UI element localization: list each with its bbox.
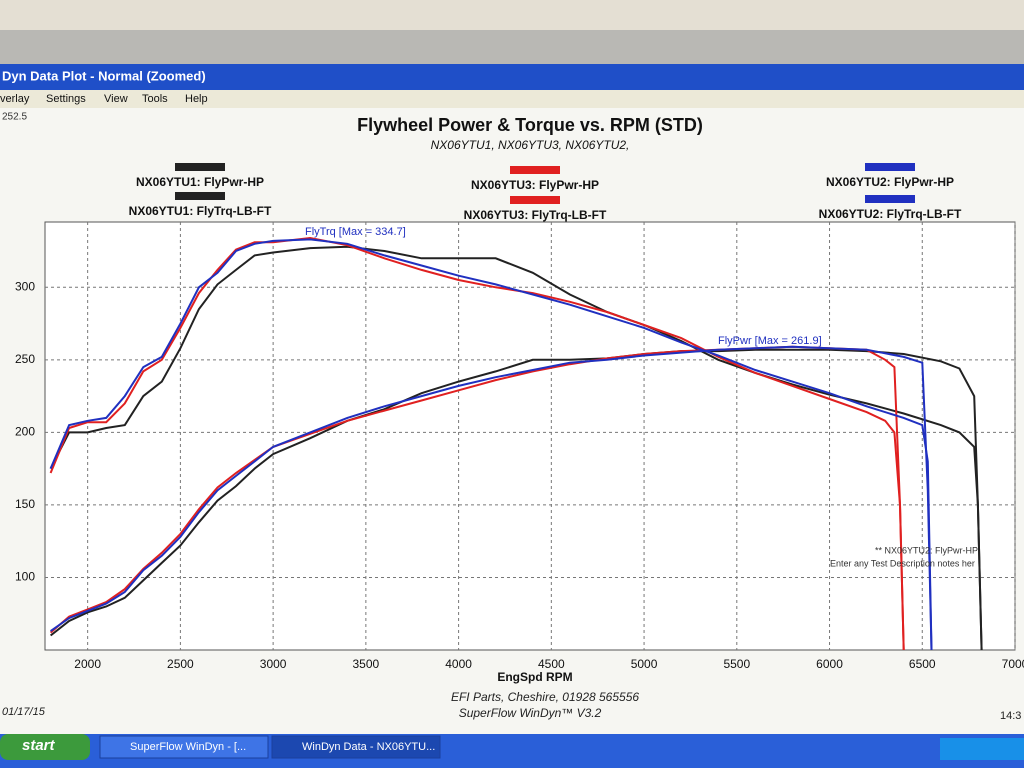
- x-tick-label: 3000: [260, 657, 287, 671]
- date: 01/17/15: [2, 706, 46, 718]
- menu-item[interactable]: View: [104, 93, 128, 105]
- menu-item[interactable]: Settings: [46, 93, 86, 105]
- x-tick-label: 6500: [909, 657, 936, 671]
- time: 14:3: [1000, 710, 1021, 722]
- series-line: [50, 345, 933, 650]
- title-bar: [0, 64, 1024, 90]
- corner-value: 252.5: [2, 112, 27, 123]
- x-tick-label: 6000: [816, 657, 843, 671]
- annotation: Enter any Test Description notes her: [830, 558, 975, 568]
- taskbar-item-label: SuperFlow WinDyn - [...: [130, 741, 246, 753]
- chart-title: Flywheel Power & Torque vs. RPM (STD): [357, 115, 703, 135]
- start-label: start: [22, 737, 56, 754]
- menu-item[interactable]: verlay: [0, 93, 30, 105]
- taskbar-item[interactable]: [99, 735, 269, 759]
- legend-swatch: [175, 192, 225, 200]
- x-tick-label: 4000: [445, 657, 472, 671]
- plot-area: [44, 221, 1016, 651]
- legend-swatch: [510, 166, 560, 174]
- x-tick-label: 5000: [631, 657, 658, 671]
- x-tick-label: 2000: [74, 657, 101, 671]
- annotation: ** NX06YTU2: FlyPwr-HP: [875, 545, 978, 555]
- y-tick-label: 200: [15, 425, 35, 439]
- x-tick-label: 2500: [167, 657, 194, 671]
- legend-label: NX06YTU2: FlyPwr-HP: [826, 175, 954, 189]
- wall: [0, 0, 1024, 30]
- system-tray: [940, 738, 1024, 760]
- x-tick-label: 5500: [723, 657, 750, 671]
- window-title: Dyn Data Plot - Normal (Zoomed): [2, 68, 206, 83]
- menu-item[interactable]: Help: [185, 93, 208, 105]
- legend-label: NX06YTU2: FlyTrq-LB-FT: [819, 207, 962, 221]
- legend-label: NX06YTU1: FlyTrq-LB-FT: [129, 204, 272, 218]
- x-tick-label: 4500: [538, 657, 565, 671]
- annotation: FlyTrq [Max = 334.7]: [305, 226, 406, 238]
- monitor-bezel: [0, 30, 1024, 66]
- menu-bar: [0, 90, 1024, 108]
- legend-label: NX06YTU3: FlyTrq-LB-FT: [464, 208, 607, 222]
- taskbar-item[interactable]: [271, 735, 441, 759]
- y-tick-label: 250: [15, 352, 35, 366]
- taskbar-item-label: WinDyn Data - NX06YTU...: [302, 741, 435, 753]
- legend-label: NX06YTU3: FlyPwr-HP: [471, 178, 599, 192]
- annotation: FlyPwr [Max = 261.9]: [718, 335, 822, 347]
- x-tick-label: 7000: [1002, 657, 1024, 671]
- y-tick-label: 150: [15, 497, 35, 511]
- y-tick-label: 100: [15, 570, 35, 584]
- series-line: [49, 245, 983, 650]
- menu-item[interactable]: Tools: [142, 93, 168, 105]
- series-line: [49, 236, 905, 650]
- x-tick-label: 3500: [353, 657, 380, 671]
- legend-swatch: [865, 163, 915, 171]
- legend-swatch: [510, 196, 560, 204]
- legend-swatch: [175, 163, 225, 171]
- legend-label: NX06YTU1: FlyPwr-HP: [136, 175, 264, 189]
- footer-line: SuperFlow WinDyn™ V3.2: [459, 706, 602, 720]
- y-tick-label: 300: [15, 279, 35, 293]
- x-axis-label: EngSpd RPM: [497, 670, 572, 684]
- footer-line: EFI Parts, Cheshire, 01928 565556: [451, 690, 639, 704]
- legend-swatch: [865, 195, 915, 203]
- start-button[interactable]: [0, 734, 90, 760]
- chart-subtitle: NX06YTU1, NX06YTU3, NX06YTU2,: [431, 138, 630, 152]
- series-line: [49, 238, 933, 650]
